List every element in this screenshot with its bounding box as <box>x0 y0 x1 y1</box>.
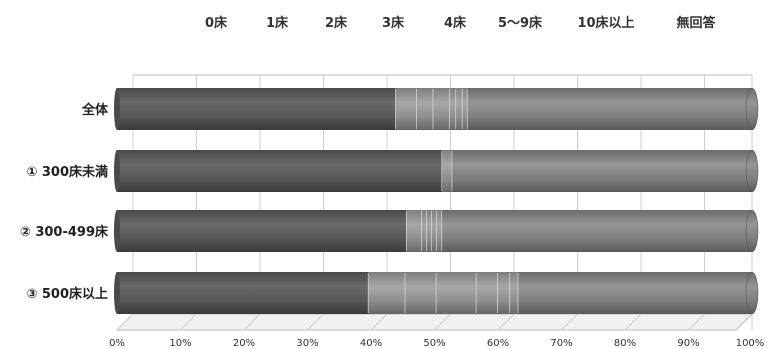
x-tick-90: 90% <box>677 338 699 349</box>
floor-line-50 <box>434 313 451 331</box>
bar-300-499床-3床 <box>426 210 432 252</box>
bar-end-cap-300床未満 <box>745 149 759 193</box>
bar-全体-10床以上 <box>462 88 468 130</box>
floor-line-0 <box>116 313 134 331</box>
category-label-300-499床: ② 300-499床 <box>20 224 109 240</box>
legend-item-4床: 4床 <box>444 15 467 31</box>
category-label-500床以上: ③ 500床以上 <box>26 286 108 302</box>
category-label-全体: 全体 <box>81 102 109 118</box>
x-tick-80: 80% <box>614 338 636 349</box>
legend-item-10床以上: 10床以上 <box>577 15 634 31</box>
bar-row-300-499床 <box>114 209 759 253</box>
bar-end-cap-全体 <box>745 87 759 131</box>
floor-line-90 <box>688 313 705 331</box>
floor-line-60 <box>497 313 515 331</box>
bar-500床以上-2床 <box>405 272 437 314</box>
bar-全体-2床 <box>416 88 434 130</box>
bar-row-300床未満 <box>114 149 759 193</box>
bar-500床以上-0床 <box>117 272 369 314</box>
bar-start-cap-300床未満 <box>114 150 120 192</box>
category-label-300床未満: ① 300床未満 <box>26 164 108 180</box>
bar-300-499床-5～9床 <box>437 210 443 252</box>
bar-start-cap-全体 <box>114 88 120 130</box>
bar-300-499床-4床 <box>431 210 438 252</box>
legend-item-5～9床: 5～9床 <box>498 15 543 31</box>
bar-500床以上-3床 <box>436 272 477 314</box>
floor-line-40 <box>370 313 388 331</box>
floor-line-80 <box>624 313 642 331</box>
bar-500床以上-10床以上 <box>510 272 519 314</box>
x-tick-60: 60% <box>487 338 509 349</box>
x-axis-ticks: 0% 10% 20% 30% 40% 50% 60% 70% 80% 90% 100% <box>109 338 764 349</box>
legend-item-2床: 2床 <box>325 15 348 31</box>
bar-全体-無回答 <box>467 88 752 130</box>
x-tick-30: 30% <box>296 338 318 349</box>
category-labels: 全体 ① 300床未満 ② 300-499床 ③ 500床以上 <box>20 102 109 302</box>
bar-300-499床-2床 <box>421 210 427 252</box>
legend-item-3床: 3床 <box>382 15 405 31</box>
bar-300-499床-0床 <box>117 210 407 252</box>
bar-全体-4床 <box>449 88 457 130</box>
legend: 0床 1床 2床 3床 4床 5～9床 10床以上 無回答 <box>205 15 717 31</box>
x-tick-70: 70% <box>550 338 572 349</box>
bar-300床未満-0床 <box>117 150 443 192</box>
bar-全体-1床 <box>395 88 417 130</box>
bar-300-499床-1床 <box>406 210 422 252</box>
bar-500床以上-4床 <box>476 272 498 314</box>
floor <box>115 313 754 331</box>
x-tick-0: 0% <box>109 338 125 349</box>
floor-line-30 <box>307 313 324 331</box>
x-tick-20: 20% <box>233 338 255 349</box>
bar-500床以上-1床 <box>368 272 406 314</box>
bar-500床以上-5～9床 <box>498 272 511 314</box>
x-tick-50: 50% <box>423 338 445 349</box>
legend-item-0床: 0床 <box>205 15 228 31</box>
x-tick-40: 40% <box>360 338 382 349</box>
bars <box>114 87 759 315</box>
bar-start-cap-500床以上 <box>114 272 120 314</box>
x-tick-10: 10% <box>169 338 191 349</box>
bar-start-cap-300-499床 <box>114 210 120 252</box>
legend-item-無回答: 無回答 <box>676 15 716 31</box>
bar-300-499床-無回答 <box>442 210 752 252</box>
legend-item-1床: 1床 <box>266 15 289 31</box>
bar-全体-3床 <box>433 88 450 130</box>
bar-end-cap-500床以上 <box>745 271 759 315</box>
bar-全体-5～9床 <box>456 88 463 130</box>
floor-line-70 <box>561 313 578 331</box>
floor-line-10 <box>180 313 197 331</box>
bar-row-500床以上 <box>114 271 759 315</box>
bar-row-全体 <box>114 87 759 131</box>
bar-500床以上-無回答 <box>518 272 752 314</box>
floor-line-20 <box>243 313 261 331</box>
bar-end-cap-300-499床 <box>745 209 759 253</box>
x-tick-100: 100% <box>736 338 765 349</box>
bar-300床未満-無回答 <box>452 150 752 192</box>
bar-300床未満-1床 <box>442 150 453 192</box>
bar-全体-0床 <box>117 88 396 130</box>
